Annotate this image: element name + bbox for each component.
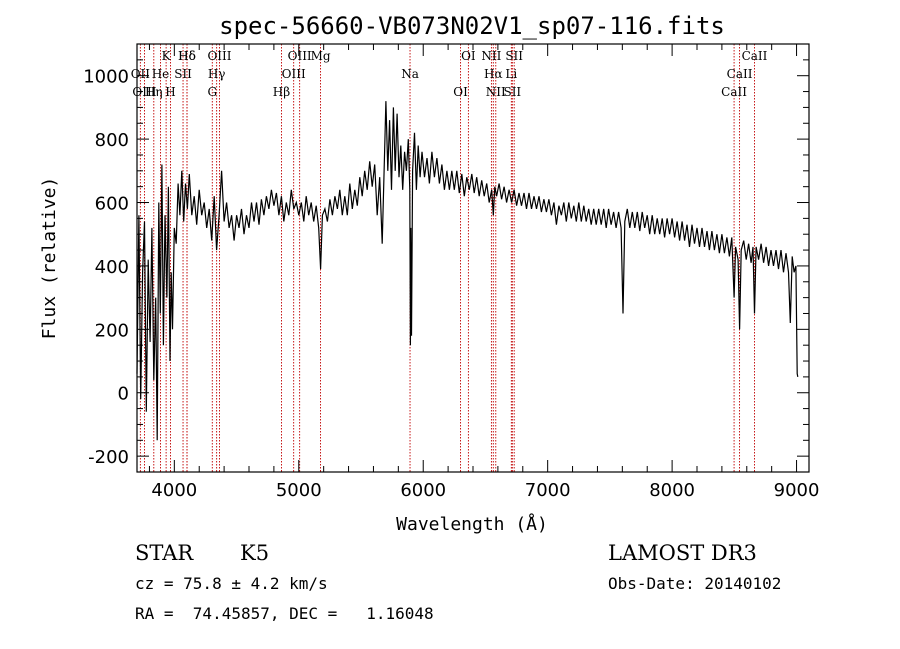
emission-line-label: Na [401,67,419,81]
emission-line-label: Li [505,67,517,81]
coordinates: RA = 74.45857, DEC = 1.16048 [135,604,434,623]
y-tick-label: 0 [118,384,129,405]
object-subclass: K5 [240,541,269,565]
y-axis-label: Flux (relative) [39,177,60,340]
emission-line-label: OII [131,67,151,81]
emission-line-label: Hη [145,85,163,99]
emission-line-labels: HδOIIOIIIKHeHηHδSIIHOIIIHγGOIIIOIIIHβMgN… [131,49,768,99]
emission-line-label: G [207,85,217,99]
emission-line-label: Hα [484,67,503,81]
emission-line-label: CaII [742,49,768,63]
y-tick-label: 200 [95,320,129,341]
x-tick-label: 7000 [525,480,571,501]
survey-name: LAMOST DR3 [608,541,757,565]
obs-date: Obs-Date: 20140102 [608,574,781,593]
x-tick-label: 9000 [774,480,820,501]
x-tick-label: 4000 [151,480,197,501]
y-tick-label: -200 [88,447,129,468]
emission-line-label: OI [461,49,476,63]
object-class: STAR [135,541,194,565]
emission-line-label: Hγ [208,67,226,81]
emission-line-label: SII [505,49,523,63]
emission-line-label: NII [486,85,506,99]
emission-line-label: OIII [282,67,306,81]
redshift-text: cz = 75.8 ± 4.2 km/s [135,574,328,593]
emission-line-label: SII [174,67,192,81]
emission-line-label: OI [453,85,468,99]
axis-ticks [137,43,809,472]
emission-line-label: SII [503,85,521,99]
y-tick-label: 400 [95,257,129,278]
emission-line-label: CaII [727,67,753,81]
emission-line-label: Hδ [178,49,196,63]
emission-line-label: OIII [207,49,231,63]
emission-line-label: NII [481,49,501,63]
emission-line-label: Hβ [273,85,290,99]
emission-line-label: CaII [721,85,747,99]
y-tick-label: 600 [95,194,129,215]
axis-tick-labels: 4000 5000 6000 7000 8000 9000 -200 0 200 400 600 80… [83,67,819,501]
x-tick-label: 8000 [649,480,695,501]
emission-line-label: OIII [288,49,312,63]
y-tick-label: 800 [95,130,129,151]
y-tick-label: 1000 [83,67,129,88]
chart-title: spec-56660-VB073N02V1_sp07-116.fits [219,12,725,40]
emission-line-markers [139,44,755,472]
emission-line-label: OIII [132,85,156,99]
emission-line-label: He [152,67,170,81]
x-axis-label: Wavelength (Å) [396,513,548,535]
spectrum-series-line [136,101,799,441]
emission-line-label: Hδ [178,49,196,63]
emission-line-label: H [165,85,175,99]
x-tick-label: 5000 [276,480,322,501]
emission-line-label: K [162,49,172,63]
x-tick-label: 6000 [400,480,446,501]
plot-frame [136,43,810,473]
emission-line-label: Mg [311,49,331,63]
